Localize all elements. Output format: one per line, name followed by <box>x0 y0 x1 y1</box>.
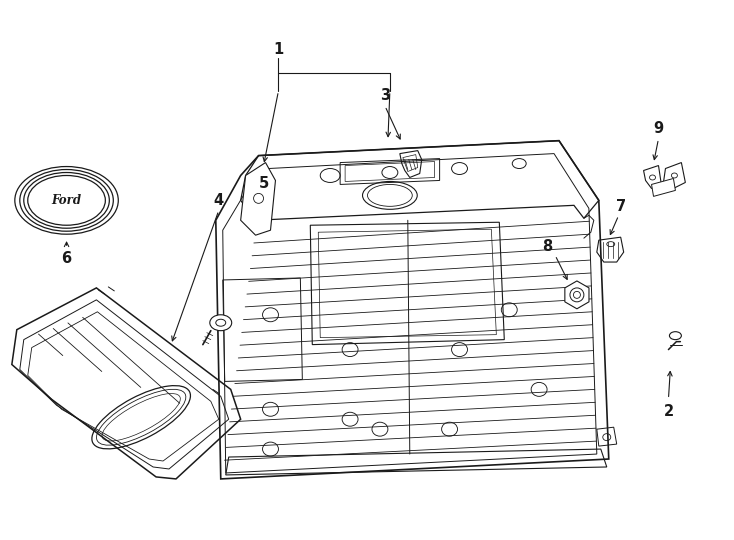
Text: 9: 9 <box>653 122 664 136</box>
Polygon shape <box>565 281 589 309</box>
Text: 3: 3 <box>379 89 390 103</box>
Text: 7: 7 <box>616 199 626 214</box>
Text: 6: 6 <box>62 251 72 266</box>
Polygon shape <box>664 163 686 188</box>
Text: 4: 4 <box>214 193 224 208</box>
Ellipse shape <box>210 315 232 330</box>
Polygon shape <box>644 166 661 188</box>
Polygon shape <box>652 179 675 197</box>
Text: 8: 8 <box>542 239 552 254</box>
Text: Ford: Ford <box>51 194 81 207</box>
Polygon shape <box>241 163 275 235</box>
Text: 2: 2 <box>664 404 674 418</box>
Ellipse shape <box>669 332 681 340</box>
Text: 1: 1 <box>273 42 283 57</box>
Text: 5: 5 <box>258 176 269 191</box>
